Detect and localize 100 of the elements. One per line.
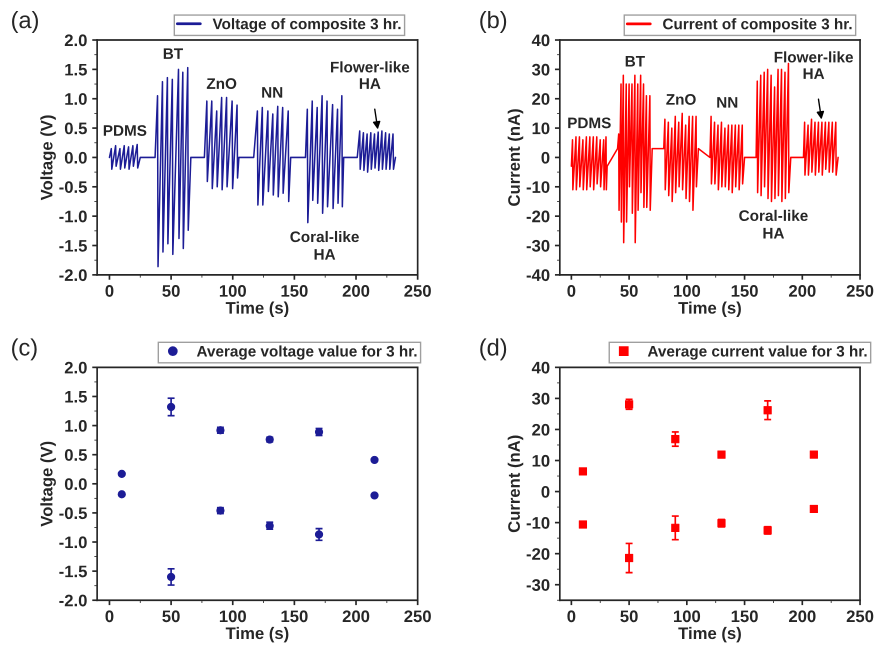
x-tick-label: 50	[620, 285, 638, 297]
y-tick-label: 10	[532, 454, 550, 467]
y-tick-label: 10	[532, 122, 550, 134]
y-tick-label: -0.5	[59, 181, 87, 193]
annotation: Flower-like HA	[774, 51, 853, 79]
x-tick-label: 50	[162, 285, 180, 297]
point	[118, 470, 126, 478]
point	[314, 530, 324, 539]
x-axis-title: Time (s)	[678, 302, 741, 318]
y-tick-label: -1.5	[59, 566, 87, 578]
point	[810, 450, 818, 459]
y-tick-label: 2.0	[64, 362, 87, 374]
y-tick-label: -0.5	[59, 507, 87, 520]
y-tick-label: -10	[526, 181, 550, 193]
x-tick-label: 0	[105, 285, 114, 297]
legend-label: Voltage of composite 3 hr.	[212, 18, 400, 32]
y-tick-label: -1.0	[59, 210, 87, 222]
x-tick-label: 250	[846, 610, 874, 622]
x-tick-label: 250	[846, 285, 874, 297]
x-tick-label: 200	[342, 285, 370, 297]
annotation: Flower-like HA	[331, 61, 410, 89]
point	[624, 400, 634, 408]
text: (d)	[480, 338, 506, 360]
x-tick-label: 50	[162, 610, 180, 622]
x-axis-title: Time (s)	[226, 626, 288, 642]
x-tick-label: 150	[282, 610, 308, 622]
x-tick-label: 150	[282, 285, 308, 297]
text: (b)	[480, 10, 506, 33]
x-tick-label: 200	[788, 285, 816, 297]
y-tick-label: 40	[532, 34, 550, 46]
y-tick-label: -40	[526, 269, 550, 282]
y-tick-label: 30	[532, 392, 550, 405]
legend-label: Current of composite 3 hr.	[663, 18, 852, 32]
y-tick-label: -30	[526, 579, 550, 591]
y-tick-label: 1.0	[65, 420, 87, 432]
annotation: PDMS	[568, 117, 611, 128]
x-tick-label: 250	[404, 610, 431, 622]
y-tick-label: 0.0	[64, 152, 87, 164]
annotation: BT	[626, 56, 645, 67]
point	[624, 554, 634, 562]
y-tick-label: -20	[526, 210, 550, 222]
point	[578, 467, 588, 476]
annotation: NN	[717, 97, 738, 108]
text: (c)	[12, 338, 37, 360]
y-axis-title: Voltage (V)	[40, 115, 56, 200]
annotation: NN	[262, 87, 282, 98]
point	[370, 491, 379, 500]
y-tick-label: -20	[526, 548, 550, 560]
y-tick-label: 20	[532, 93, 550, 105]
point	[166, 572, 176, 582]
x-tick-label: 100	[220, 610, 246, 622]
y-tick-label: -2.0	[59, 269, 87, 282]
y-tick-label: 0	[541, 486, 550, 498]
x-tick-label: 150	[732, 285, 758, 297]
x-axis-title: Time (s)	[226, 302, 288, 318]
y-tick-label: -2.0	[59, 594, 87, 606]
point	[671, 524, 680, 532]
point	[671, 434, 680, 444]
x-tick-label: 100	[674, 610, 700, 622]
annotation: ZnO	[666, 94, 696, 105]
y-tick-label: 20	[532, 424, 550, 436]
point	[166, 402, 176, 412]
y-tick-label: -30	[526, 240, 550, 252]
y-tick-label: 1.5	[65, 391, 87, 403]
x-tick-label: 200	[342, 610, 370, 622]
text: (a)	[12, 10, 38, 33]
y-axis-title: Current (nA)	[508, 436, 524, 532]
x-tick-label: 50	[620, 610, 638, 622]
annotation: Coral-like HA	[290, 230, 359, 260]
y-tick-label: -1.5	[59, 240, 87, 252]
point	[370, 456, 379, 464]
x-tick-label: 100	[674, 285, 700, 297]
point	[578, 520, 588, 529]
point	[118, 490, 126, 498]
legend-label: Average voltage value for 3 hr.	[196, 345, 416, 360]
legend-label: Average current value for 3 hr.	[648, 345, 867, 360]
x-tick-label: 100	[220, 285, 246, 297]
y-tick-label: 2.0	[64, 34, 87, 46]
point	[764, 406, 772, 414]
x-axis-title: Time (s)	[678, 626, 741, 642]
y-tick-label: 30	[532, 64, 550, 76]
y-axis-title: Voltage (V)	[40, 442, 56, 527]
y-tick-label: 0.5	[64, 122, 87, 134]
annotation: Coral-like HA	[739, 210, 808, 238]
x-tick-label: 0	[567, 610, 576, 622]
y-axis-title: Current (nA)	[508, 109, 524, 206]
annotation: ZnO	[206, 78, 236, 89]
y-tick-label: -1.0	[59, 536, 87, 548]
annotation: PDMS	[104, 125, 146, 136]
y-tick-label: -10	[526, 517, 550, 529]
y-tick-label: 0	[541, 152, 550, 164]
x-tick-label: 0	[105, 610, 114, 622]
x-tick-label: 0	[567, 285, 576, 297]
y-tick-label: 40	[532, 362, 550, 374]
y-tick-label: 1.5	[65, 64, 87, 76]
point	[810, 504, 818, 514]
x-tick-label: 200	[788, 610, 816, 622]
y-tick-label: 1.0	[65, 93, 87, 105]
x-tick-label: 250	[404, 285, 431, 297]
point	[717, 450, 726, 459]
